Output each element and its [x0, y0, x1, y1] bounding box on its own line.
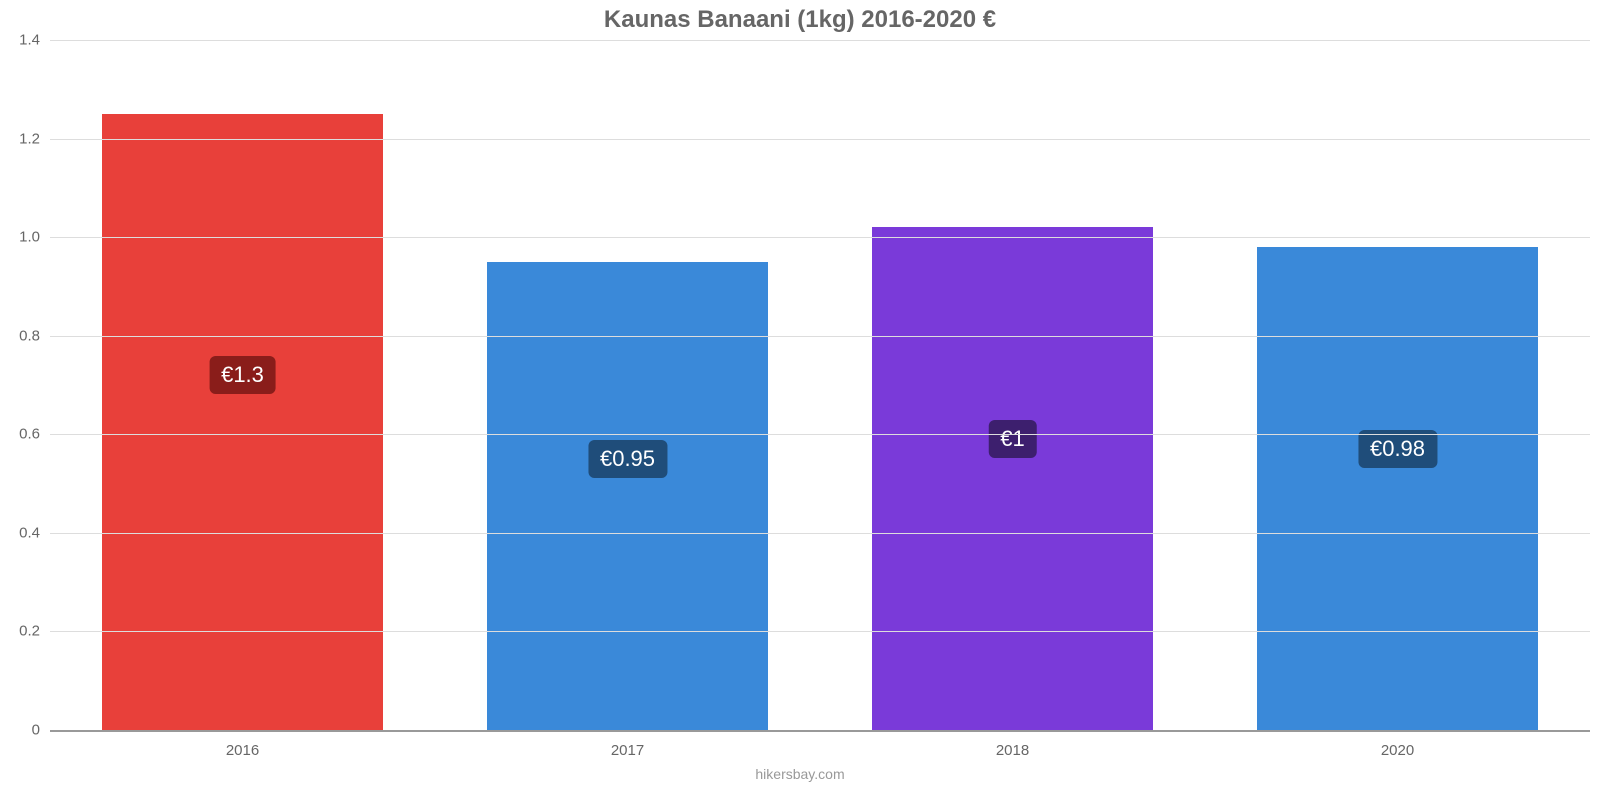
y-axis-tick: 0 [32, 722, 50, 739]
gridline [50, 631, 1590, 632]
bar-chart: Kaunas Banaani (1kg) 2016-2020 € €1.3201… [0, 0, 1600, 800]
x-axis-tick: 2017 [611, 730, 644, 759]
x-axis-tick: 2016 [226, 730, 259, 759]
value-badge-wrap: €1.3 [209, 356, 276, 394]
gridline [50, 40, 1590, 41]
chart-title: Kaunas Banaani (1kg) 2016-2020 € [0, 6, 1600, 34]
bar [872, 227, 1153, 730]
bar-slot: €0.952017 [435, 40, 820, 730]
bars-container: €1.32016€0.952017€12018€0.982020 [50, 40, 1590, 730]
bar-slot: €12018 [820, 40, 1205, 730]
y-axis-tick: 0.8 [19, 327, 50, 344]
value-badge: €1 [988, 420, 1036, 458]
y-axis-tick: 1.0 [19, 229, 50, 246]
y-axis-tick: 1.4 [19, 32, 50, 49]
gridline [50, 533, 1590, 534]
value-badge: €1.3 [209, 356, 276, 394]
plot-area: €1.32016€0.952017€12018€0.982020 00.20.4… [50, 40, 1590, 730]
gridline [50, 336, 1590, 337]
gridline [50, 237, 1590, 238]
value-badge-wrap: €0.98 [1358, 430, 1437, 468]
bar-slot: €1.32016 [50, 40, 435, 730]
value-badge: €0.95 [588, 440, 667, 478]
bar [102, 114, 383, 730]
y-axis-tick: 1.2 [19, 130, 50, 147]
gridline [50, 434, 1590, 435]
y-axis-tick: 0.6 [19, 426, 50, 443]
y-axis-tick: 0.2 [19, 623, 50, 640]
bar [487, 262, 768, 730]
bar [1257, 247, 1538, 730]
value-badge-wrap: €0.95 [588, 440, 667, 478]
attribution-text: hikersbay.com [0, 766, 1600, 782]
value-badge-wrap: €1 [988, 420, 1036, 458]
gridline [50, 139, 1590, 140]
y-axis-tick: 0.4 [19, 524, 50, 541]
bar-slot: €0.982020 [1205, 40, 1590, 730]
x-axis-tick: 2018 [996, 730, 1029, 759]
x-axis-tick: 2020 [1381, 730, 1414, 759]
value-badge: €0.98 [1358, 430, 1437, 468]
x-axis-baseline [50, 730, 1590, 732]
